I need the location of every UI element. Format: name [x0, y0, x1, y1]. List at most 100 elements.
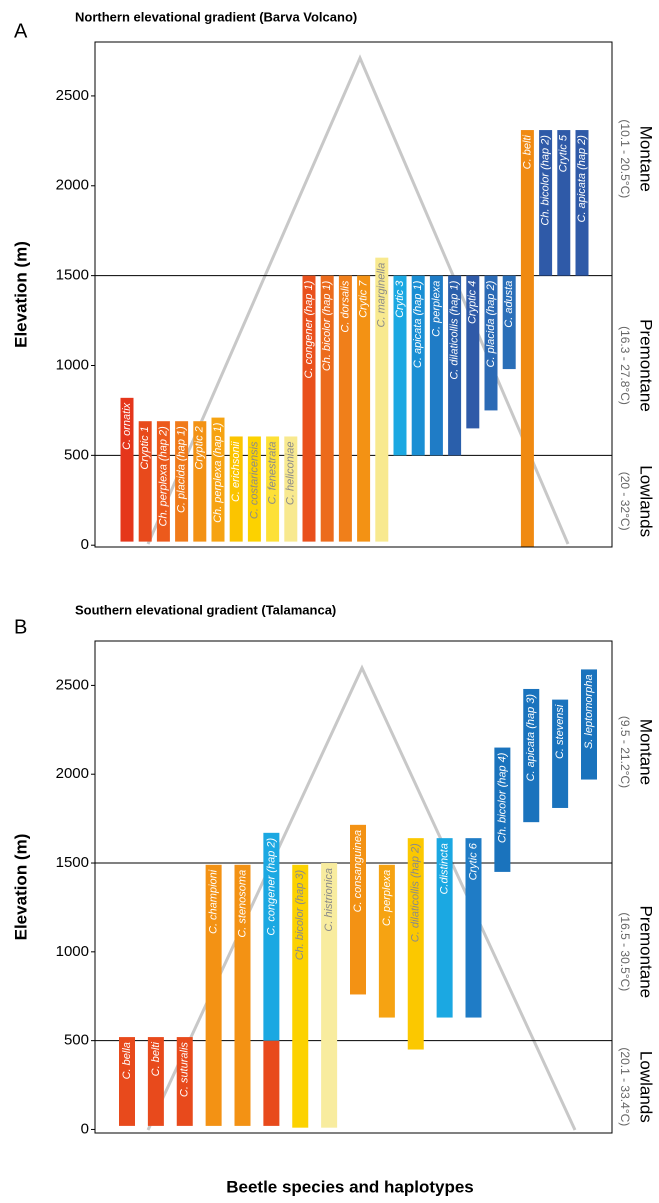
- bar-label: C. ornatix: [121, 402, 133, 450]
- bar-label: C. apicata (hap 2): [576, 135, 588, 223]
- range-bar: [429, 275, 443, 456]
- bar-label: Ch. bicolor (hap 2): [540, 135, 552, 226]
- bar-label: C. apicata (hap 1): [412, 280, 424, 368]
- zone-range: (20 - 32°C): [618, 472, 632, 531]
- y-tick-label: 2500: [56, 676, 89, 693]
- range-bar: [448, 275, 462, 456]
- bar-label: Ch. perplexa (hap 1): [212, 422, 224, 523]
- bar-label: C. adusta: [503, 281, 515, 328]
- range-bar: [466, 275, 480, 429]
- range-bar: [557, 130, 571, 276]
- bar-label: C. heliconiae: [285, 441, 297, 505]
- bar-label: C. apicata (hap 3): [525, 694, 537, 782]
- bar-label: C. stenosoma: [236, 870, 248, 938]
- y-tick-label: 1000: [56, 356, 89, 373]
- range-bar: [263, 832, 280, 1041]
- range-bar: [284, 436, 298, 542]
- range-bar: [539, 130, 553, 276]
- bar-label: C. congener (hap 1): [303, 280, 315, 378]
- range-bar: [581, 669, 597, 780]
- bar-label: C. suturalis: [179, 1042, 191, 1098]
- range-bar: [176, 1037, 193, 1126]
- range-bar: [266, 436, 280, 542]
- range-bar: [375, 257, 389, 542]
- range-bar: [234, 864, 251, 1126]
- bar-label: C. histrionica: [323, 868, 335, 932]
- bar-label: C. placida (hap 2): [485, 280, 497, 367]
- y-axis-label: Elevation (m): [11, 241, 30, 348]
- range-bar: [575, 130, 589, 276]
- bar-label: C. stevensi: [554, 704, 566, 759]
- bar-label: C. marginella: [376, 263, 388, 328]
- y-tick-label: 500: [64, 446, 89, 463]
- bar-label: C. dorsalis: [339, 280, 351, 332]
- range-bar: [494, 747, 511, 872]
- range-bar: [350, 824, 366, 995]
- range-bar: [120, 397, 134, 542]
- range-bar: [520, 130, 534, 548]
- range-bar: [465, 838, 482, 1018]
- range-bar: [119, 1037, 135, 1126]
- y-tick-label: 0: [81, 1120, 89, 1137]
- plot-frame: [94, 640, 613, 1134]
- range-bar: [156, 421, 170, 542]
- range-bar: [378, 864, 395, 1018]
- bar-label: C. fenestrata: [267, 441, 279, 504]
- bar-label: Cryptic 2: [194, 426, 206, 469]
- range-bar: [502, 275, 516, 370]
- range-bar: [411, 275, 425, 456]
- bar-label: C. placida (hap 1): [176, 426, 188, 513]
- bar-label: S. leptomorpha: [583, 674, 595, 749]
- range-bar: [338, 275, 352, 542]
- range-bar: [175, 421, 189, 542]
- range-bar: [484, 275, 498, 411]
- bar-label: Crytic 5: [558, 134, 570, 172]
- range-bar: [193, 421, 207, 542]
- bar-label: Ch. perplexa (hap 2): [157, 426, 169, 527]
- zone-range: (10.1 - 20.5°C): [618, 119, 632, 198]
- zone-name: Premontane: [637, 319, 656, 412]
- chart-title: Northern elevational gradient (Barva Vol…: [75, 9, 357, 24]
- y-tick-label: 1000: [56, 943, 89, 960]
- zone-name: Montane: [637, 719, 656, 785]
- bar-label: Ch. bicolor (hap 3): [294, 869, 306, 960]
- bar-label: Ch. bicolor (hap 4): [496, 752, 508, 843]
- y-tick-label: 0: [81, 536, 89, 553]
- bar-label: C. perplexa: [381, 870, 393, 926]
- x-axis-label: Beetle species and haplotypes: [226, 1177, 474, 1196]
- range-bar: [552, 699, 569, 808]
- zone-range: (16.3 - 27.8°C): [618, 326, 632, 405]
- range-bar: [247, 436, 261, 542]
- range-bar: [407, 838, 424, 1050]
- range-bar: [436, 838, 453, 1018]
- panel-letter: B: [14, 616, 27, 638]
- range-bar: [211, 417, 225, 542]
- y-tick-label: 500: [64, 1032, 89, 1049]
- zone-name: Montane: [637, 126, 656, 192]
- bar-label: C. dilaticollis (hap 2): [410, 843, 422, 942]
- chart-title: Southern elevational gradient (Talamanca…: [75, 602, 336, 617]
- bar-label: C. perplexa: [430, 281, 442, 337]
- bar-label: C. bella: [121, 1042, 133, 1079]
- y-axis-label: Elevation (m): [11, 834, 30, 941]
- bar-label: Crytic 3: [394, 280, 406, 318]
- zone-name: Premontane: [637, 906, 656, 999]
- range-bar: [393, 275, 407, 456]
- bar-label: C. consanguinea: [352, 830, 364, 913]
- range-bar: [147, 1037, 164, 1126]
- zone-name: Lowlands: [637, 1051, 656, 1123]
- y-tick-label: 1500: [56, 854, 89, 871]
- range-bar: [292, 864, 309, 1128]
- bar-label: C. belti: [150, 1042, 162, 1077]
- range-bar: [138, 421, 152, 542]
- range-bar: [229, 436, 243, 542]
- bar-label: Cryptic 4: [467, 281, 479, 324]
- plot-frame: [94, 41, 613, 548]
- range-bar: [320, 275, 334, 542]
- bar-label: C. congener (hap 2): [265, 837, 277, 935]
- bar-label: Cryptic 1: [139, 426, 151, 469]
- bar-label: Ch. bicolor (hap 1): [321, 280, 333, 371]
- mountain: [146, 54, 570, 545]
